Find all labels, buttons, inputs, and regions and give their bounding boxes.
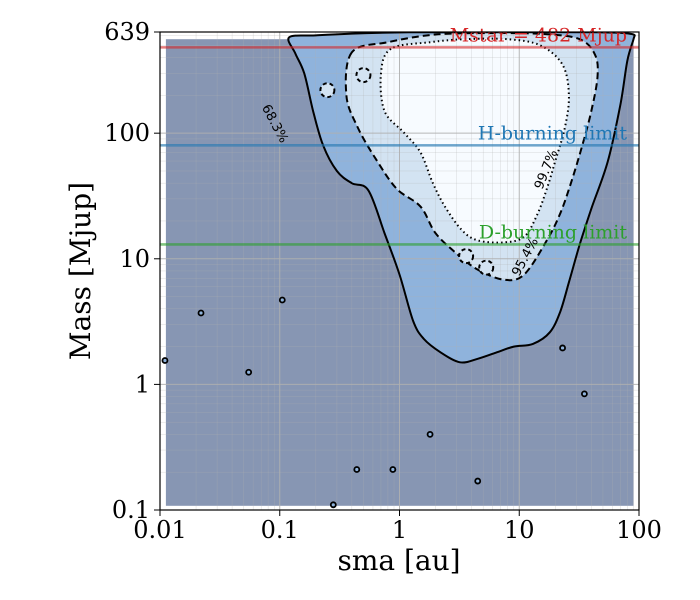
contour-island [353,466,361,473]
x-tick-label: 10 [504,516,535,544]
reference-line-label: Mstar = 482 Mjup [450,24,627,46]
y-axis: 0.1 1 10 100 639 [104,18,160,524]
contour-line-99-7 [379,37,570,244]
y-tick-label: 100 [104,119,150,147]
contour-island [581,390,588,398]
contour-island [161,357,169,364]
contour-island [197,309,205,317]
reference-line-label: H-burning limit [478,122,627,144]
density-fills [165,32,635,506]
contour-island [355,67,372,84]
contour-island [319,82,336,99]
grid-lines [160,32,639,510]
y-tick-label: 0.1 [112,496,150,524]
contour-island [245,368,253,376]
contour-island [278,296,286,304]
contour-island [389,466,397,473]
x-tick-label: 0.01 [133,516,186,544]
region-fill-99-7 [380,38,569,243]
y-tick-label: 639 [104,18,150,46]
x-tick-label: 0.1 [261,516,299,544]
contour-island [329,501,337,509]
y-axis-title: Mass [Mjup] [64,182,97,360]
y-tick-label: 1 [135,370,150,398]
contour-island [474,477,482,485]
reference-lines [160,46,639,246]
contour-island [458,248,475,265]
x-axis-title: sma [au] [337,544,460,577]
contour-island [426,430,434,438]
x-axis: 0.01 0.1 1 10 100 [133,510,662,544]
x-tick-label: 1 [392,516,407,544]
y-tick-label: 10 [119,245,150,273]
reference-line-label: D-burning limit [479,221,627,243]
contour-island [478,259,495,276]
contour-line-95-4 [344,32,599,282]
x-tick-label: 100 [616,516,662,544]
contour-island [559,344,566,352]
